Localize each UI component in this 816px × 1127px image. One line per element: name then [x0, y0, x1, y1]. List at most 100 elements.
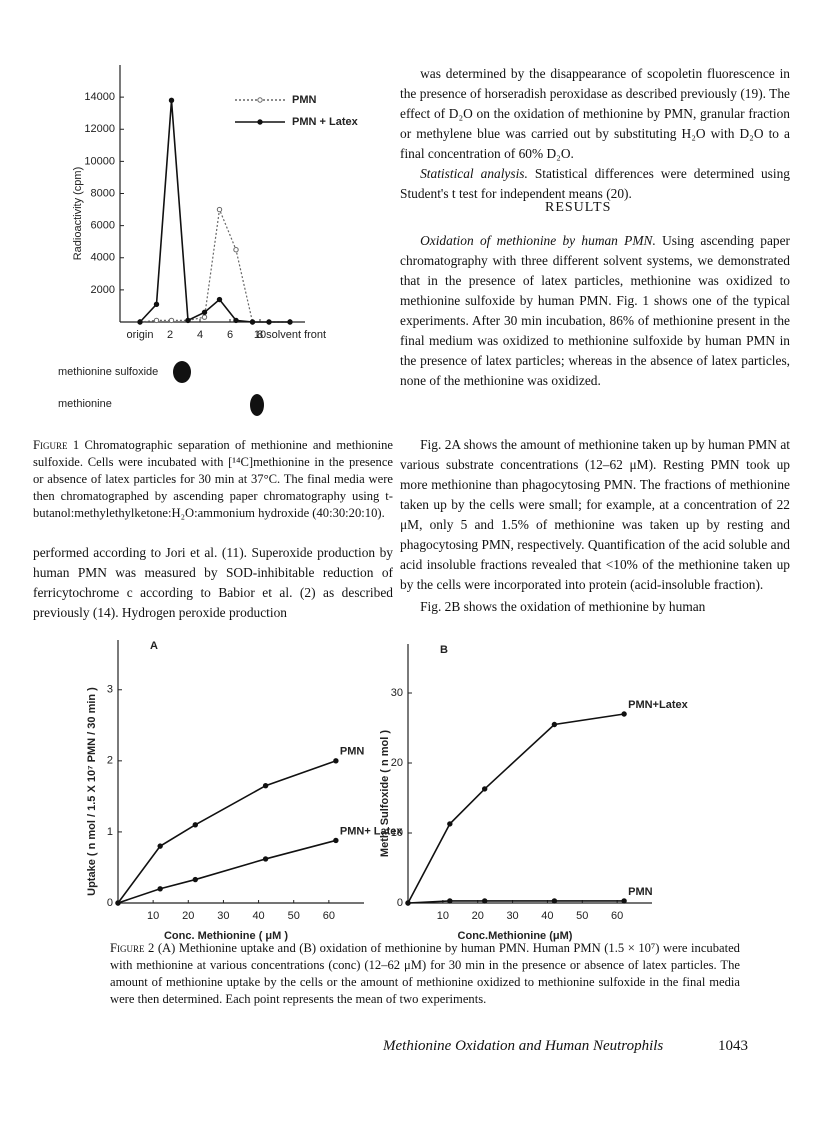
y-tick-label: 2 — [107, 755, 113, 767]
lead: Statistical analysis. — [420, 166, 528, 181]
data-point — [405, 900, 411, 906]
data-point — [216, 206, 223, 213]
paragraph: Statistical analysis. Statistical differ… — [400, 164, 790, 204]
data-point — [551, 898, 558, 904]
x-axis-title: Conc. Methionine ( μM ) — [164, 930, 288, 942]
x-tick-label: 10 — [147, 910, 159, 922]
panel-label: B — [440, 644, 448, 656]
legend-marker — [257, 97, 263, 103]
series-label: PMN+Latex — [628, 699, 688, 711]
y-tick-label: 8000 — [91, 187, 115, 199]
series-line — [139, 100, 290, 323]
data-point — [153, 301, 160, 308]
paragraph: Fig. 2B shows the oxidation of methionin… — [420, 599, 706, 614]
data-point — [201, 314, 208, 320]
spot-label: methionine — [58, 398, 112, 410]
series-label: PMN — [340, 746, 365, 758]
data-point — [168, 317, 175, 324]
running-title-text: Methionine Oxidation and Human Neutrophi… — [383, 1038, 664, 1054]
y-tick-label: 2000 — [91, 284, 115, 296]
data-point — [481, 898, 488, 904]
x-tick-label: 30 — [217, 910, 229, 922]
x-tick-label: 40 — [541, 910, 553, 922]
x-tick-label: 40 — [252, 910, 264, 922]
data-point — [266, 319, 272, 325]
series-line — [117, 839, 337, 904]
y-tick-label: 6000 — [91, 220, 115, 232]
data-point — [192, 822, 199, 828]
x-tick-label: 30 — [506, 910, 518, 922]
y-axis-title: Radioactivity (cpm) — [72, 167, 84, 261]
y-tick-label: 14000 — [84, 91, 115, 103]
x-tick-label: 6 — [227, 329, 233, 341]
panel-label: A — [150, 640, 158, 652]
paragraph: Fig. 2A shows the amount of methionine t… — [400, 437, 790, 592]
figure-caption: Figure 1 Chromatographic separation of m… — [33, 437, 393, 522]
x-tick-label: 50 — [576, 910, 588, 922]
data-point — [551, 721, 558, 728]
series-line — [117, 760, 337, 904]
data-point — [481, 786, 488, 792]
data-point — [233, 317, 239, 324]
data-point — [192, 876, 199, 883]
data-point — [201, 309, 208, 316]
paragraph: was determined by the disappearance of s… — [400, 66, 790, 161]
text: Statistical differences were determined … — [400, 166, 791, 201]
x-tick-label: 60 — [323, 910, 335, 922]
y-tick-label: 3 — [107, 684, 113, 696]
x-tick-label: 4 — [197, 329, 203, 341]
data-point — [249, 319, 256, 325]
y-tick-label: 10 — [391, 827, 403, 839]
x-tick-label: 50 — [288, 910, 300, 922]
paragraph: Oxidation of methionine by human PMN. Us… — [400, 231, 790, 391]
spot-methionine — [250, 394, 264, 416]
series-label: PMN — [628, 886, 653, 898]
data-point — [153, 317, 160, 324]
spot-label: methionine sulfoxide — [58, 366, 158, 378]
lead: Oxidation of methionine by human PMN. — [420, 233, 656, 248]
page-number: 1043 — [718, 1038, 748, 1054]
caption-text: (A) Methionine uptake and (B) oxidation … — [110, 941, 740, 1006]
data-point — [216, 296, 223, 303]
data-point — [157, 886, 163, 892]
caption-text: Chromatographic separation of methionine… — [33, 438, 393, 520]
series-line — [407, 713, 625, 904]
data-point — [447, 898, 453, 904]
data-point — [168, 97, 175, 104]
x-axis-title: Conc.Methionine (μM) — [458, 930, 573, 942]
x-tick-label: 8 — [257, 329, 263, 341]
data-point — [233, 247, 239, 253]
y-axis-title: Meth. Sulfoxide ( n mol ) — [379, 730, 391, 857]
data-point — [185, 317, 191, 324]
data-point — [287, 319, 293, 325]
y-tick-label: 30 — [391, 687, 403, 699]
data-point — [621, 711, 627, 717]
data-point — [333, 758, 339, 764]
legend-label: PMN + Latex — [292, 116, 359, 128]
x-tick-label: origin — [127, 329, 154, 341]
data-point — [262, 783, 269, 789]
x-tick-label: 10solvent front — [254, 329, 326, 341]
data-point — [621, 898, 627, 904]
y-tick-label: 0 — [397, 897, 403, 909]
caption-label: Figure 2 — [110, 941, 155, 955]
series-line — [139, 207, 290, 323]
data-point — [137, 319, 143, 325]
x-tick-label: 20 — [472, 910, 484, 922]
y-tick-label: 10000 — [84, 155, 115, 167]
data-point — [115, 900, 121, 906]
x-tick-label: 20 — [182, 910, 194, 922]
data-point — [333, 837, 339, 844]
y-axis-title: Uptake ( n mol / 1.5 X 10⁷ PMN / 30 min … — [86, 687, 98, 896]
running-title: Methionine Oxidation and Human Neutrophi… — [383, 1036, 663, 1056]
text: Using ascending paper chromatography wit… — [400, 233, 790, 388]
data-point — [447, 821, 453, 827]
y-tick-label: 1 — [107, 826, 113, 838]
figure-caption: Figure 2 (A) Methionine uptake and (B) o… — [110, 940, 740, 1008]
data-point — [157, 843, 163, 849]
spot-sulfoxide — [173, 361, 191, 383]
caption-label: Figure 1 — [33, 438, 80, 452]
legend-marker — [257, 119, 263, 125]
